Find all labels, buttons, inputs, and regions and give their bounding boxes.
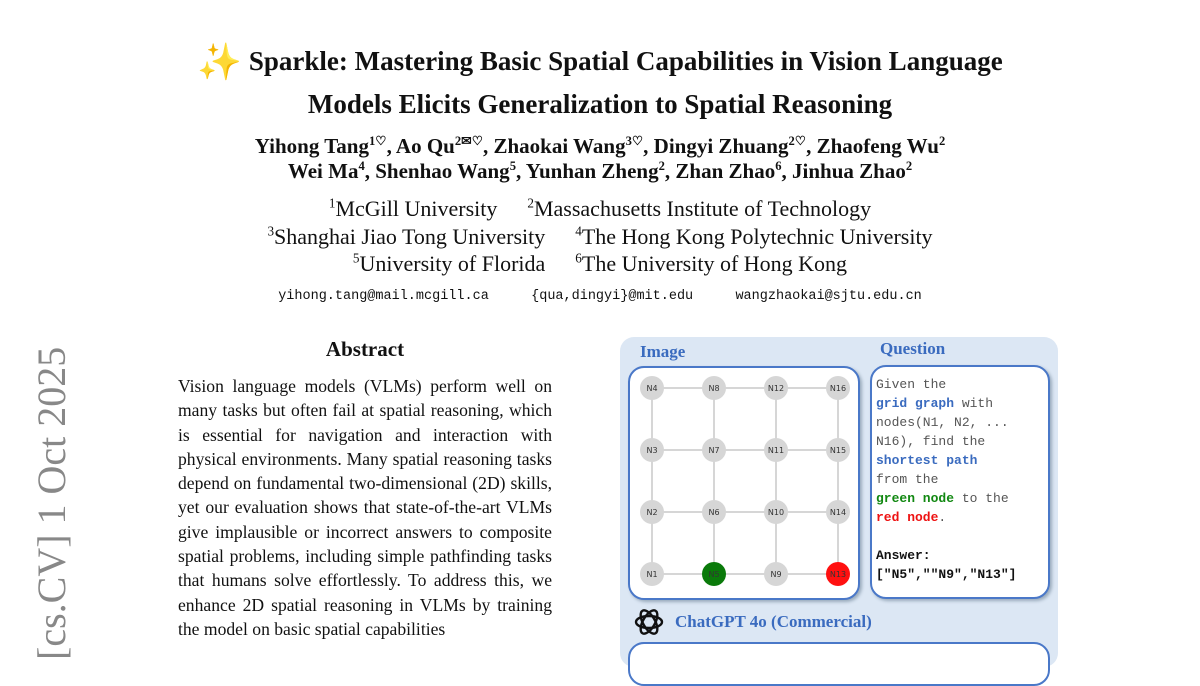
authors-line-2: Wei Ma4, Shenhao Wang5, Yunhan Zheng2, Z… xyxy=(287,159,913,183)
graph-node: N13 xyxy=(826,562,850,586)
graph-node: N2 xyxy=(640,500,664,524)
svg-text:N8: N8 xyxy=(708,384,719,393)
affiliation: 2Massachusetts Institute of Technology xyxy=(527,196,872,222)
model-response-card xyxy=(628,642,1050,686)
svg-text:N9: N9 xyxy=(770,570,781,579)
svg-text:N13: N13 xyxy=(830,570,846,579)
svg-text:N16: N16 xyxy=(830,384,846,393)
affiliation: 6The University of Hong Kong xyxy=(575,251,848,277)
answer-value: ["N5",""N9","N13"] xyxy=(876,567,1017,582)
svg-text:N12: N12 xyxy=(768,384,784,393)
svg-text:N2: N2 xyxy=(646,508,657,517)
author: Yihong Tang1♡ xyxy=(254,134,387,158)
grid-graph: N4 N8 N12 N16 N3 N7 N11 N15 N2 N6 N10 N14 N1 N5 N9 N13 xyxy=(640,376,850,586)
grid-graph-card: N4 N8 N12 N16 N3 N7 N11 N15 N2 N6 N10 N14 N1 N5 N9 N13 xyxy=(628,366,860,600)
author: Jinhua Zhao2 xyxy=(792,159,913,183)
author: Zhaokai Wang3♡ xyxy=(493,134,644,158)
svg-text:N7: N7 xyxy=(708,446,719,455)
author: Zhaofeng Wu2 xyxy=(816,134,946,158)
svg-text:N4: N4 xyxy=(646,384,657,393)
author: Yunhan Zheng2 xyxy=(525,159,665,183)
author: Ao Qu2✉♡ xyxy=(395,134,483,158)
affiliation: 3Shanghai Jiao Tong University xyxy=(267,224,546,250)
graph-node: N15 xyxy=(826,438,850,462)
graph-node: N14 xyxy=(826,500,850,524)
affiliations-line-2: 3Shanghai Jiao Tong University 4The Hong … xyxy=(100,224,1100,250)
graph-node: N12 xyxy=(764,376,788,400)
abstract-heading: Abstract xyxy=(325,337,405,361)
author: Dingyi Zhuang2♡ xyxy=(653,134,807,158)
graph-node: N1 xyxy=(640,562,664,586)
svg-text:N14: N14 xyxy=(830,508,846,517)
graph-node: N10 xyxy=(764,500,788,524)
svg-text:N5: N5 xyxy=(708,570,719,579)
author: Shenhao Wang5 xyxy=(375,159,516,183)
affiliations-line-1: 1McGill University 2Massachusetts Institu… xyxy=(100,196,1100,222)
graph-node: N11 xyxy=(764,438,788,462)
svg-text:N3: N3 xyxy=(646,446,657,455)
authors-line-1: Yihong Tang1♡, Ao Qu2✉♡, Zhaokai Wang3♡,… xyxy=(254,134,946,158)
svg-text:N6: N6 xyxy=(708,508,719,517)
graph-node: N7 xyxy=(702,438,726,462)
affiliations-line-3: 5University of Florida 6The University of… xyxy=(100,251,1100,277)
svg-text:N15: N15 xyxy=(830,446,846,455)
openai-logo-icon xyxy=(634,609,664,635)
author: Wei Ma4 xyxy=(287,159,365,183)
affiliation: 4The Hong Kong Polytechnic University xyxy=(575,224,933,250)
graph-node: N9 xyxy=(764,562,788,586)
affiliation: 5University of Florida xyxy=(352,251,546,277)
paper-title: ✨ Sparkle: Mastering Basic Spatial Capab… xyxy=(197,42,1003,119)
svg-text:N10: N10 xyxy=(768,508,784,517)
author-emails: yihong.tang@mail.mcgill.ca {qua,dingyi}@… xyxy=(278,289,922,304)
graph-node: N3 xyxy=(640,438,664,462)
affiliation: 1McGill University xyxy=(328,196,498,222)
image-label: Image xyxy=(640,342,686,361)
question-card: Given the grid graph with nodes(N1, N2, … xyxy=(870,365,1050,599)
graph-node: N16 xyxy=(826,376,850,400)
graph-node: N5 xyxy=(702,562,726,586)
author: Zhan Zhao6 xyxy=(675,159,782,183)
arxiv-stamp: [cs.CV] 1 Oct 2025 xyxy=(29,346,74,660)
graph-node: N6 xyxy=(702,500,726,524)
question-label: Question xyxy=(880,339,946,358)
sparkles-icon: ✨ xyxy=(197,42,243,82)
question-text: Given the grid graph with nodes(N1, N2, … xyxy=(876,377,1017,582)
graph-node: N4 xyxy=(640,376,664,400)
svg-text:N1: N1 xyxy=(646,570,657,579)
abstract-body: Vision language models (VLMs) perform we… xyxy=(178,376,552,639)
teaser-figure: Image Question N4 N8 N12 N16 N3 N7 N11 N15 N2 N6 N… xyxy=(620,337,1058,686)
model-label: ChatGPT 4o (Commercial) xyxy=(675,612,872,631)
graph-node: N8 xyxy=(702,376,726,400)
svg-text:N11: N11 xyxy=(768,446,784,455)
